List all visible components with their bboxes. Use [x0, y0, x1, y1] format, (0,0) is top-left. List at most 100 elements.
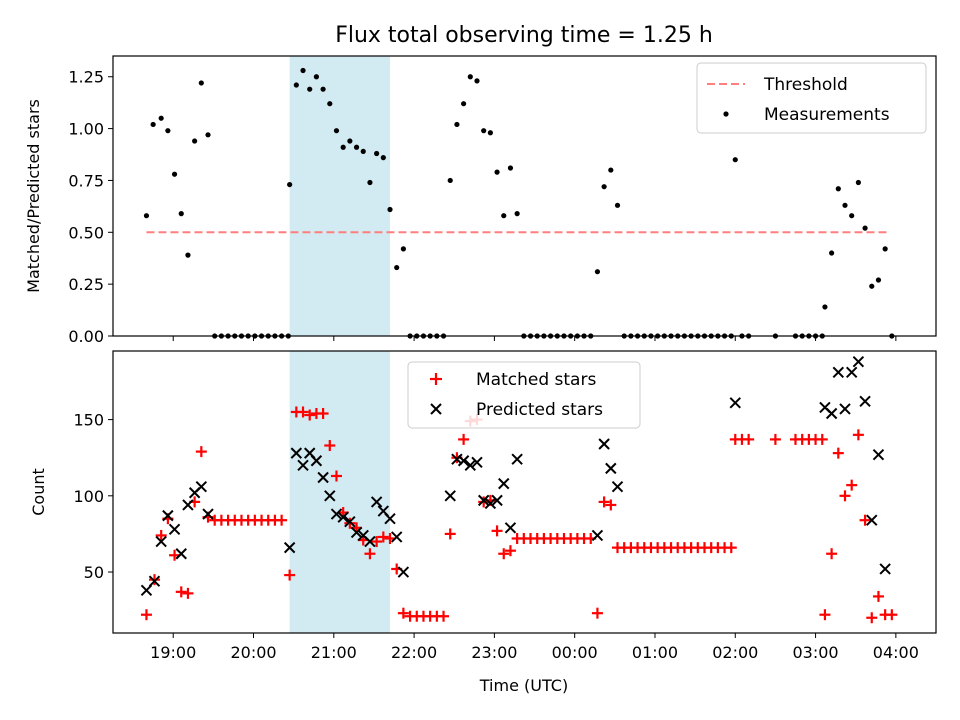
predicted-marker-b	[324, 490, 336, 502]
matched-star-marker	[498, 548, 510, 560]
predicted-marker-b	[859, 395, 871, 408]
matched-star-marker	[397, 607, 409, 619]
predicted-marker-b	[140, 584, 153, 597]
measurement-point	[855, 179, 861, 186]
legend-matched-label: Matched stars	[476, 370, 596, 390]
measurement-point	[353, 144, 360, 150]
measurement-point	[487, 130, 493, 136]
measurement-point	[732, 157, 738, 163]
measurement-point	[614, 202, 621, 208]
predicted-star-marker	[317, 471, 329, 484]
predicted-marker-b	[317, 471, 329, 484]
measurement-point	[320, 86, 326, 92]
predicted-star-marker	[872, 448, 885, 461]
top-y-ticks: 0.00 0.25 0.50 0.75 1.00 1.25	[68, 68, 113, 346]
matched-star-marker	[364, 548, 376, 560]
measurement-point	[594, 269, 601, 275]
predicted-star-marker	[839, 403, 851, 415]
predicted-marker-b	[297, 459, 309, 472]
matched-star-marker	[826, 548, 838, 560]
predicted-marker-b	[195, 480, 208, 493]
matched-star-marker	[743, 433, 755, 445]
predicted-star-marker	[168, 523, 181, 536]
matched-star-marker	[169, 549, 181, 561]
predicted-marker-b	[337, 511, 349, 523]
predicted-star-marker	[283, 541, 296, 554]
predicted-star-marker	[324, 490, 336, 502]
legend-predicted-swatch	[430, 403, 442, 415]
matched-star-marker	[444, 528, 456, 540]
predicted-star-marker	[397, 566, 410, 578]
bottom-legend-box	[407, 361, 641, 429]
measurement-point	[514, 211, 520, 217]
chart-title: Flux total observing time = 1.25 h	[335, 23, 713, 48]
predicted-star-marker	[148, 575, 161, 587]
predicted-marker-b	[397, 566, 410, 578]
measurement-point	[501, 213, 507, 219]
predicted-marker-b	[155, 535, 167, 548]
predicted-marker-b	[729, 397, 741, 409]
predicted-marker-b	[598, 438, 610, 450]
legend-threshold-label: Threshold	[763, 75, 848, 95]
predicted-marker-b	[832, 366, 845, 379]
predicted-marker-b	[202, 508, 214, 520]
measurement-point	[829, 250, 835, 256]
predicted-marker-b	[879, 563, 891, 575]
predicted-star-marker	[504, 522, 517, 534]
measurement-point	[374, 150, 380, 157]
matched-star-marker	[591, 607, 603, 619]
predicted-stars-series	[140, 355, 891, 597]
predicted-star-marker	[477, 494, 490, 507]
predicted-star-marker	[330, 508, 343, 520]
predicted-marker-b	[605, 462, 617, 475]
matched-star-marker	[140, 609, 152, 621]
predicted-marker-b	[330, 508, 343, 520]
bottom-y-axis-label: Count	[29, 468, 48, 516]
matched-star-marker	[846, 479, 858, 491]
predicted-star-marker	[484, 497, 497, 510]
predicted-marker-b	[175, 548, 187, 560]
legend-predicted-label: Predicted stars	[476, 400, 603, 420]
measurement-point	[192, 138, 198, 144]
predicted-star-marker	[451, 453, 463, 465]
matched-star-marker	[148, 574, 160, 586]
x-tick-label: 22:00	[391, 643, 437, 662]
measurement-point	[205, 132, 211, 138]
measurement-point	[380, 155, 386, 161]
legend-measurements-label: Measurements	[764, 105, 890, 125]
predicted-star-marker	[591, 529, 604, 542]
predicted-star-marker	[350, 526, 363, 539]
predicted-star-marker	[370, 496, 383, 508]
predicted-marker-b	[866, 514, 878, 526]
top-legend-box	[696, 62, 927, 134]
predicted-star-marker	[344, 516, 356, 528]
predicted-star-marker	[471, 456, 483, 468]
predicted-marker-b	[168, 523, 181, 536]
predicted-star-marker	[155, 535, 167, 548]
measurement-point	[287, 181, 293, 188]
predicted-marker-b	[611, 480, 624, 493]
predicted-marker-b	[471, 456, 483, 468]
matched-star-marker	[438, 610, 450, 622]
x-tick-label: 19:00	[150, 643, 196, 662]
measurement-point	[300, 67, 306, 74]
bottom-x-ticks: 19:00 20:00 21:00 22:00 23:00 00:00 01:00 02:00…	[150, 633, 919, 662]
predicted-marker-b	[344, 516, 356, 528]
matched-star-marker	[297, 406, 309, 418]
predicted-marker-b	[511, 453, 523, 465]
matched-star-marker	[769, 433, 781, 445]
predicted-marker-b	[390, 531, 403, 543]
matched-star-marker	[304, 409, 316, 421]
predicted-star-marker	[182, 499, 194, 511]
top-x-ticks	[172, 336, 897, 341]
predicted-star-marker	[511, 453, 523, 465]
predicted-star-marker	[879, 563, 891, 575]
matched-star-marker	[284, 569, 296, 581]
predicted-star-marker	[195, 480, 208, 493]
measurement-point	[367, 179, 373, 186]
measurement-point	[347, 138, 353, 144]
predicted-star-marker	[729, 397, 741, 409]
y-tick-label: 50	[84, 563, 104, 582]
predicted-marker-b	[182, 499, 194, 511]
